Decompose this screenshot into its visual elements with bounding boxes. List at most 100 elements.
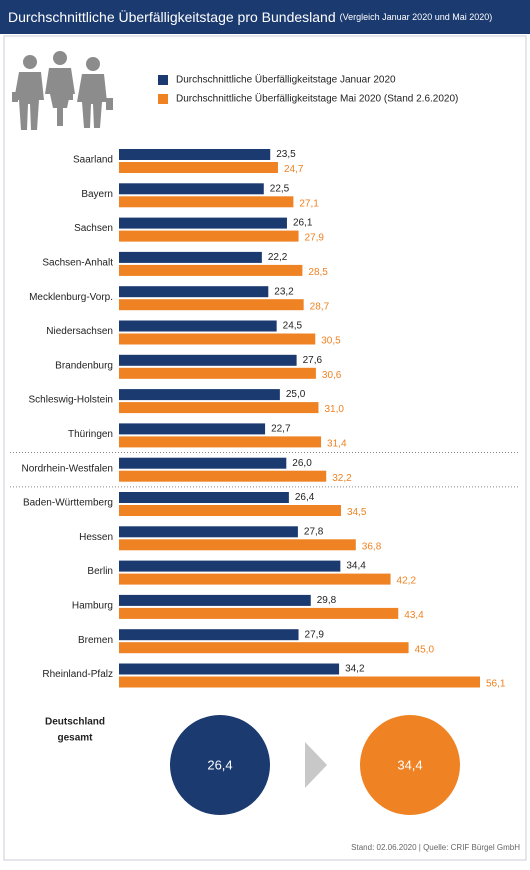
value-label: 29,8 bbox=[317, 595, 337, 606]
bar bbox=[119, 663, 340, 675]
value-label: 31,4 bbox=[327, 439, 347, 450]
value-label: 28,7 bbox=[310, 301, 330, 312]
bar bbox=[119, 539, 356, 551]
value-label: 22,2 bbox=[268, 252, 288, 263]
arrow bbox=[305, 742, 327, 788]
value-label: 32,2 bbox=[332, 473, 352, 484]
chart-title: Durchschnittliche Überfälligkeitstage pr… bbox=[8, 8, 336, 25]
bar bbox=[119, 264, 303, 276]
value-label: 45,0 bbox=[415, 644, 435, 655]
bar bbox=[119, 286, 269, 298]
title-group: Durchschnittliche Überfälligkeitstage pr… bbox=[8, 8, 492, 25]
header-band bbox=[0, 0, 530, 34]
bar bbox=[119, 183, 264, 195]
category-label: Baden-Württemberg bbox=[23, 498, 113, 509]
value-label: 23,5 bbox=[276, 149, 296, 160]
category-label: Thüringen bbox=[68, 429, 113, 440]
value-label: 26,4 bbox=[295, 492, 315, 503]
category-label: Bremen bbox=[78, 635, 113, 646]
category-label: Rheinland-Pfalz bbox=[42, 669, 113, 680]
bar bbox=[119, 320, 277, 332]
category-label: Berlin bbox=[87, 566, 113, 577]
bar bbox=[119, 299, 304, 311]
bar bbox=[119, 457, 287, 469]
bar bbox=[119, 676, 480, 688]
category-label: Bayern bbox=[81, 189, 113, 200]
legend-label: Durchschnittliche Überfälligkeitstage Ja… bbox=[176, 74, 396, 86]
category-label: Hamburg bbox=[72, 601, 113, 612]
value-label: 27,9 bbox=[305, 629, 325, 640]
panel-border bbox=[3, 35, 527, 861]
value-label: 34,4 bbox=[346, 561, 366, 572]
value-label: 27,1 bbox=[299, 198, 319, 209]
value-label: 56,1 bbox=[486, 679, 506, 690]
value-label: 30,5 bbox=[321, 336, 341, 347]
bar bbox=[119, 217, 287, 229]
bar bbox=[119, 149, 271, 160]
bar bbox=[119, 492, 289, 503]
value-label: 34,5 bbox=[347, 507, 367, 518]
bar bbox=[119, 162, 278, 173]
value-label: 43,4 bbox=[404, 610, 424, 621]
value-label: 28,5 bbox=[308, 267, 328, 278]
bar bbox=[119, 230, 299, 242]
value-label: 31,0 bbox=[324, 404, 344, 415]
value-label: 34,2 bbox=[345, 664, 365, 675]
people-icon bbox=[12, 51, 113, 130]
bar bbox=[119, 505, 342, 516]
bar bbox=[119, 251, 262, 263]
summary-circle bbox=[360, 715, 460, 815]
category-label: Sachsen bbox=[74, 223, 113, 234]
bar bbox=[119, 573, 391, 585]
value-label: 27,6 bbox=[303, 355, 323, 366]
category-label: Saarland bbox=[73, 155, 113, 166]
bar bbox=[119, 389, 280, 401]
bar bbox=[119, 436, 322, 448]
value-label: 24,7 bbox=[284, 164, 304, 175]
plot: Saarland 23,5 24,7 Bayern 22,5 27,1 Sachsen 26,… bbox=[10, 149, 520, 690]
bar bbox=[119, 594, 311, 606]
bar bbox=[119, 642, 409, 654]
summary-value: 26,4 bbox=[207, 757, 232, 772]
chart-subtitle: (Vergleich Januar 2020 und Mai 2020) bbox=[340, 12, 493, 22]
value-label: 25,0 bbox=[286, 389, 306, 400]
bar bbox=[119, 402, 319, 414]
value-label: 42,2 bbox=[397, 576, 417, 587]
bar bbox=[119, 354, 297, 366]
summary-label: Deutschland bbox=[45, 717, 105, 728]
value-label: 26,0 bbox=[292, 458, 312, 469]
category-label: Schleswig-Holstein bbox=[29, 395, 113, 406]
bar bbox=[119, 560, 341, 572]
bar bbox=[119, 423, 266, 435]
bar bbox=[119, 333, 316, 345]
bar bbox=[119, 470, 327, 482]
value-label: 30,6 bbox=[322, 370, 342, 381]
bar bbox=[119, 196, 294, 208]
category-label: Mecklenburg-Vorp. bbox=[29, 292, 113, 303]
legend-swatch bbox=[158, 94, 168, 104]
summary-circle bbox=[170, 715, 270, 815]
value-label: 23,2 bbox=[274, 286, 294, 297]
category-label: Niedersachsen bbox=[46, 326, 113, 337]
value-label: 26,1 bbox=[293, 218, 313, 229]
summary-label: gesamt bbox=[57, 733, 93, 744]
bar bbox=[119, 367, 316, 379]
category-label: Sachsen-Anhalt bbox=[42, 258, 113, 269]
value-label: 22,5 bbox=[270, 183, 290, 194]
value-label: 27,9 bbox=[305, 233, 325, 244]
bar bbox=[119, 607, 399, 619]
value-label: 27,8 bbox=[304, 526, 324, 537]
bar bbox=[119, 629, 299, 641]
legend-label: Durchschnittliche Überfälligkeitstage Ma… bbox=[176, 93, 458, 105]
value-label: 36,8 bbox=[362, 541, 382, 552]
legend-swatch bbox=[158, 75, 168, 85]
source: Stand: 02.06.2020 | Quelle: CRIF Bürgel … bbox=[351, 843, 520, 852]
value-label: 24,5 bbox=[283, 321, 303, 332]
summary-value: 34,4 bbox=[397, 757, 422, 772]
bar bbox=[119, 526, 298, 538]
category-label: Hessen bbox=[79, 532, 113, 543]
value-label: 22,7 bbox=[271, 424, 291, 435]
category-label: Nordrhein-Westfalen bbox=[21, 463, 113, 474]
category-label: Brandenburg bbox=[55, 360, 113, 371]
